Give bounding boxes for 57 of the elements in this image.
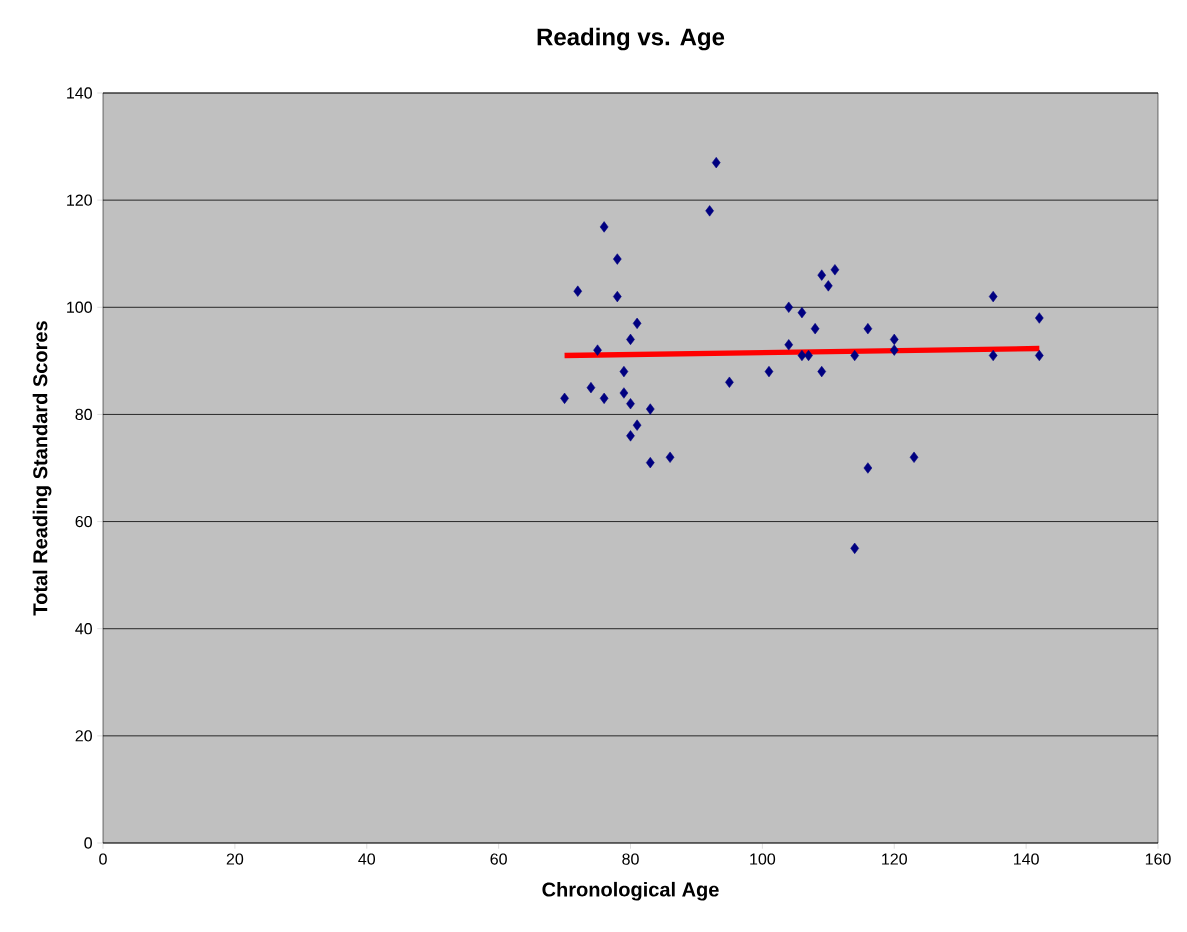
point	[1035, 312, 1044, 324]
x-tick-label: 60	[490, 853, 507, 865]
point	[646, 457, 655, 469]
y-tick-label: 0	[84, 837, 92, 849]
x-tick-label: 140	[1014, 853, 1039, 865]
point	[725, 376, 734, 388]
point	[784, 301, 794, 313]
point	[593, 344, 602, 356]
x-tick-label: 100	[750, 853, 776, 865]
point	[824, 280, 833, 292]
point	[560, 392, 569, 404]
point	[889, 333, 899, 346]
point	[889, 344, 899, 356]
point	[599, 392, 609, 404]
x-tick-label: 80	[622, 853, 639, 865]
point	[797, 307, 807, 319]
y-tick-label: 120	[67, 194, 92, 206]
point	[784, 339, 794, 351]
point	[817, 269, 826, 281]
y-tick-label: 40	[75, 623, 92, 635]
point	[711, 157, 721, 169]
point	[909, 451, 919, 463]
x-tick-label: 0	[99, 853, 107, 865]
point	[573, 285, 583, 297]
x-tick-label: 20	[226, 853, 244, 865]
point	[988, 349, 998, 362]
point	[863, 462, 873, 474]
x-axis-title: Chronological Age	[542, 881, 719, 901]
point	[619, 365, 629, 378]
point	[599, 221, 609, 233]
y-tick-label: 140	[67, 87, 92, 99]
point	[586, 382, 596, 394]
x-tick-label: 40	[358, 853, 376, 865]
point	[764, 365, 774, 378]
point	[988, 290, 998, 303]
x-tick-label: 160	[1145, 853, 1171, 865]
point	[632, 419, 642, 431]
y-tick-label: 60	[75, 515, 92, 528]
point	[619, 387, 629, 399]
point	[646, 403, 655, 415]
point	[863, 323, 873, 335]
chart-title: Reading vs. Age	[537, 27, 725, 51]
point	[810, 323, 820, 335]
point	[626, 430, 635, 442]
point	[850, 542, 859, 554]
y-tick-label: 100	[67, 301, 92, 313]
point	[632, 317, 642, 329]
point	[665, 451, 675, 463]
point	[705, 205, 714, 217]
y-axis-title: Total Reading Standard Scores	[32, 321, 52, 616]
point	[626, 398, 635, 410]
point	[830, 264, 840, 276]
point	[797, 349, 807, 362]
y-tick-label: 80	[75, 408, 92, 421]
point	[613, 253, 622, 265]
y-tick-label: 20	[75, 730, 92, 742]
x-tick-label: 120	[882, 853, 907, 865]
